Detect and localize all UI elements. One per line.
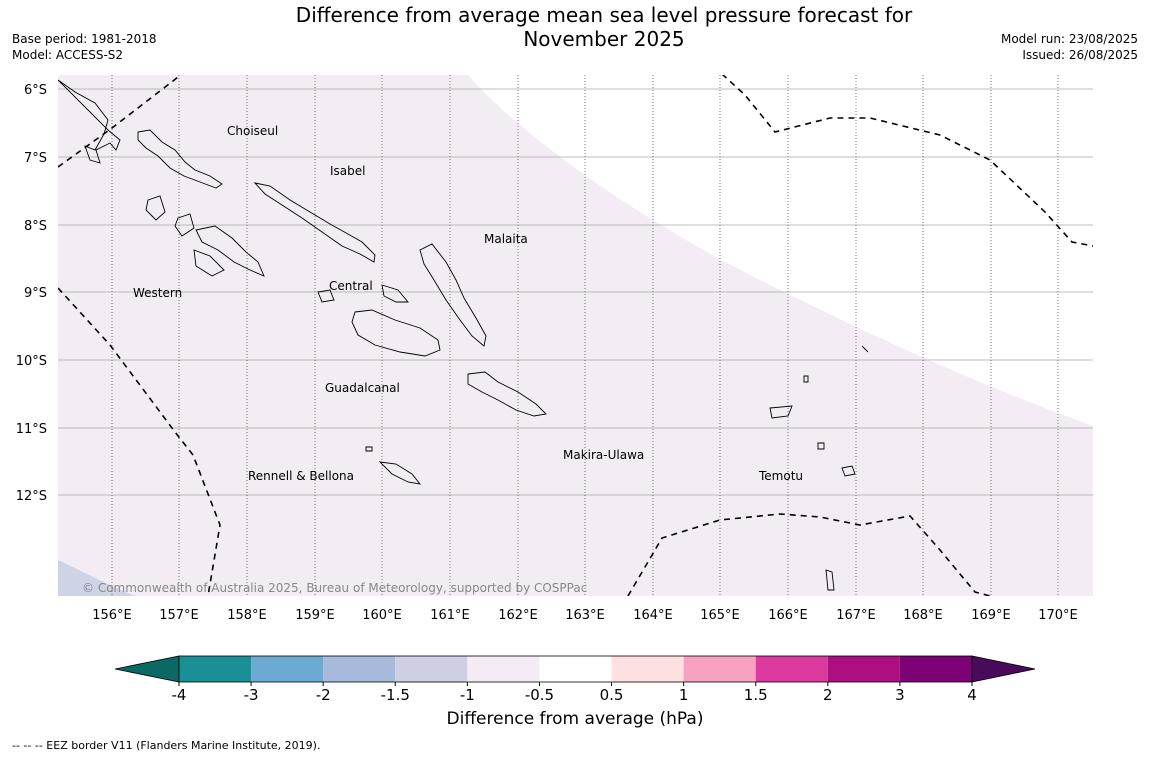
meta-right: Model run: 23/08/2025 Issued: 26/08/2025 [1001, 31, 1138, 63]
lon-label: 162°E [498, 608, 538, 623]
island-choiseul [137, 129, 223, 189]
lon-label: 161°E [430, 608, 470, 623]
region-label-western: Western [133, 286, 182, 300]
colorbar-segment [611, 656, 684, 682]
model-name: Model: ACCESS-S2 [12, 48, 124, 62]
island-rennell [378, 461, 422, 485]
colorbar-tick-label: 1.5 [744, 686, 768, 704]
eez-footnote: -- -- -- EEZ border V11 (Flanders Marine… [12, 739, 321, 752]
region-label-central: Central [329, 279, 373, 293]
island-santa-cruz [769, 405, 793, 419]
island-central-1 [317, 289, 335, 303]
lon-label: 168°E [903, 608, 943, 623]
colorbar-tick-label: -1 [460, 686, 475, 704]
island-central-2 [381, 284, 409, 303]
colorbar-segment [755, 656, 828, 682]
lon-label: 169°E [971, 608, 1011, 623]
colorbar-outline [178, 655, 973, 683]
region-label-isabel: Isabel [330, 164, 365, 178]
base-period: Base period: 1981-2018 [12, 32, 157, 46]
lat-label: 7°S [24, 151, 47, 166]
title-line-1: Difference from average mean sea level p… [295, 3, 913, 27]
longitude-labels: 156°E 157°E 158°E 159°E 160°E 161°E 162°… [92, 608, 1078, 623]
colorbar-segment [323, 656, 396, 682]
lon-label: 170°E [1038, 608, 1078, 623]
lat-label: 9°S [24, 286, 47, 301]
region-label-temotu: Temotu [758, 469, 803, 483]
lon-label: 166°E [768, 608, 808, 623]
colorbar-tick-label: -1.5 [381, 686, 410, 704]
island-bougainville [58, 79, 121, 164]
island-new-georgia [174, 213, 265, 277]
lat-label: 11°S [16, 422, 47, 437]
lon-label: 164°E [633, 608, 673, 623]
island-reef-islands [803, 375, 809, 383]
colorbar-tick-label: 1 [679, 686, 689, 704]
island-guadalcanal [351, 309, 441, 357]
lon-label: 165°E [700, 608, 740, 623]
lat-label: 12°S [16, 489, 47, 504]
colorbar-segment [827, 656, 900, 682]
lon-label: 163°E [565, 608, 605, 623]
eez-border [58, 75, 1093, 596]
chart-title: Difference from average mean sea level p… [0, 3, 1150, 51]
island-vanikoro [841, 465, 856, 477]
coastlines [58, 79, 869, 591]
region-label-rennell-bellona: Rennell & Bellona [248, 469, 354, 483]
lon-label: 156°E [92, 608, 132, 623]
colorbar-tick-label: -0.5 [525, 686, 554, 704]
colorbar-under-arrow [114, 655, 180, 683]
colorbar-segment [539, 656, 612, 682]
model-run: Model run: 23/08/2025 [1000, 32, 1138, 46]
island-utupua [817, 442, 825, 450]
lon-label: 159°E [295, 608, 335, 623]
colorbar-label: Difference from average (hPa) [446, 709, 704, 729]
island-anuta [825, 569, 835, 591]
region-label-malaita: Malaita [484, 232, 528, 246]
island-bellona [365, 446, 373, 452]
colorbar-tick-label: 2 [823, 686, 833, 704]
colorbar-segment [467, 656, 540, 682]
colorbar-over-arrow [971, 655, 1036, 683]
colorbar-segment [683, 656, 756, 682]
island-malaita [419, 243, 487, 347]
latitude-gridlines [58, 88, 1093, 496]
colorbar-tick-label: -3 [244, 686, 259, 704]
issued-date: Issued: 26/08/2025 [1022, 48, 1138, 62]
region-labels: Choiseul Isabel Malaita Western Central … [133, 124, 803, 483]
latitude-labels: 6°S 7°S 8°S 9°S 10°S 11°S 12°S [16, 83, 47, 504]
region-label-choiseul: Choiseul [227, 124, 278, 138]
region-label-makira-ulawa: Makira-Ulawa [563, 448, 644, 462]
lon-label: 158°E [227, 608, 267, 623]
island-vella-lavella [145, 195, 166, 221]
colorbar-segment [395, 656, 468, 682]
colorbar-segment [899, 656, 972, 682]
colorbar-tick-label: -4 [172, 686, 187, 704]
colorbar-tick-label: 4 [967, 686, 977, 704]
colorbar-tick-label: 0.5 [600, 686, 624, 704]
island-isabel [253, 182, 376, 263]
lon-label: 160°E [362, 608, 402, 623]
colorbar: -4 -3 -2 -1.5 -1 -0.5 0.5 1 1.5 2 3 4 [114, 655, 1036, 704]
lon-label: 157°E [159, 608, 199, 623]
lat-label: 10°S [16, 354, 47, 369]
map-area: Choiseul Isabel Malaita Western Central … [58, 75, 1093, 596]
colorbar-tick-label: -2 [316, 686, 331, 704]
pressure-anomaly-region [58, 75, 1093, 596]
copyright-text: © Commonwealth of Australia 2025, Bureau… [82, 581, 587, 595]
colorbar-segment [179, 656, 252, 682]
island-makira [467, 371, 547, 417]
lat-label: 8°S [24, 219, 47, 234]
region-label-guadalcanal: Guadalcanal [325, 381, 400, 395]
colorbar-tick-label: 3 [895, 686, 905, 704]
lon-label: 167°E [836, 608, 876, 623]
pressure-anomaly-patch [58, 560, 135, 596]
colorbar-segment [251, 656, 324, 682]
title-line-2: November 2025 [523, 27, 685, 51]
lat-label: 6°S [24, 83, 47, 98]
island-duff [861, 345, 869, 353]
meta-left: Base period: 1981-2018 Model: ACCESS-S2 [12, 31, 157, 63]
